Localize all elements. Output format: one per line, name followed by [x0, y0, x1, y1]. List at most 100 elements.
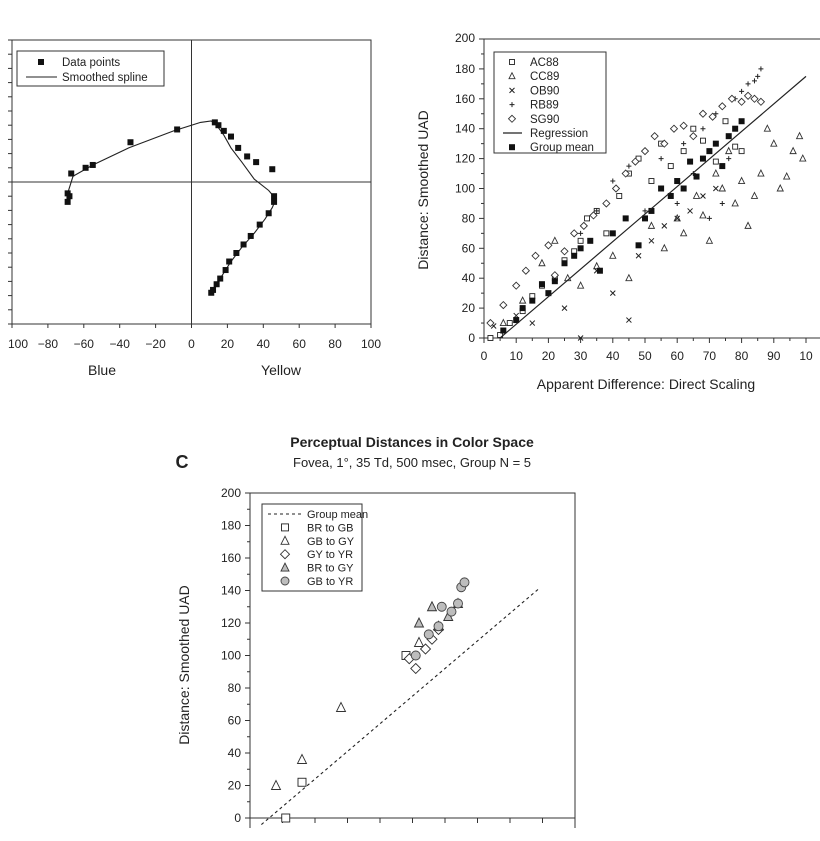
x-axis-text-yellow: Yellow — [261, 362, 302, 378]
legend-label-group-mean: Group mean — [530, 142, 594, 154]
x-tick-label: 100 — [361, 337, 381, 351]
chart-title: Perceptual Distances in Color Space — [290, 434, 534, 450]
point-group-mean — [725, 133, 732, 140]
panel-c-chart: Perceptual Distances in Color Space Fovea… — [176, 434, 576, 828]
point-gb-to-yr — [436, 601, 447, 612]
point-ob90 — [577, 335, 584, 341]
point-ob90 — [712, 185, 719, 192]
x-tick-label: 80 — [735, 349, 749, 363]
y-tick-label: 20 — [462, 301, 476, 315]
point-gb-to-gy — [296, 753, 308, 764]
point-group-mean — [538, 281, 545, 288]
legend-marker-ac88 — [509, 59, 515, 65]
point-group-mean — [529, 297, 536, 304]
point-sg90 — [631, 157, 640, 166]
point-br-to-gy — [426, 600, 438, 612]
chart-subtitle: Fovea, 1°, 35 Td, 500 msec, Group N = 5 — [293, 455, 531, 470]
point-ac88 — [577, 237, 584, 244]
point-group-mean — [699, 155, 706, 162]
data-point — [247, 232, 254, 239]
point-ob90 — [674, 215, 681, 222]
panel-label-c: C — [176, 452, 189, 472]
x-tick-label: 20 — [542, 349, 556, 363]
point-rb89 — [706, 215, 712, 221]
legend-marker-cc89 — [508, 71, 516, 80]
legend-marker-sg90 — [507, 114, 517, 123]
legend-marker-rb89 — [509, 102, 515, 108]
point-ac88 — [700, 137, 706, 144]
point-cc89 — [718, 183, 727, 192]
y-tick-label: 100 — [221, 649, 241, 663]
point-cc89 — [609, 251, 617, 259]
x-tick-label: −80 — [38, 337, 59, 351]
x-tick-label: 30 — [574, 349, 588, 363]
data-point — [227, 133, 234, 140]
plot-frame — [249, 492, 576, 828]
legend-marker-group-mean — [509, 144, 515, 151]
y-tick-label: 200 — [221, 486, 241, 500]
legend-marker-gb-to-yr — [280, 576, 290, 586]
point-rb89 — [751, 78, 757, 84]
data-point — [235, 144, 242, 151]
point-group-mean — [712, 140, 719, 147]
point-sg90 — [560, 247, 569, 256]
point-cc89 — [551, 236, 559, 244]
y-tick-label: 80 — [228, 681, 242, 695]
point-ob90 — [609, 290, 616, 297]
point-cc89 — [770, 139, 778, 147]
y-tick-label: 60 — [462, 241, 476, 255]
data-point — [233, 250, 240, 256]
point-group-mean — [693, 173, 700, 180]
x-tick-label: 70 — [703, 349, 717, 363]
point-cc89 — [757, 169, 765, 177]
y-tick-label: 0 — [468, 331, 475, 345]
legend-label-sg90: SG90 — [530, 114, 559, 126]
point-group-mean — [551, 278, 558, 285]
point-gy-to-yr — [419, 643, 432, 655]
point-sg90 — [650, 132, 659, 141]
legend-marker-ob90 — [509, 87, 515, 94]
series-line-smoothed-spline — [67, 120, 277, 294]
data-point — [271, 198, 278, 205]
data-point — [127, 139, 134, 146]
x-tick-label: 10 — [799, 349, 813, 363]
point-rb89 — [755, 73, 761, 79]
data-point — [256, 221, 263, 228]
x-tick-label: 40 — [257, 337, 271, 351]
point-group-mean — [706, 148, 713, 155]
x-tick-label: 80 — [328, 337, 342, 351]
point-rb89 — [594, 208, 600, 214]
point-ob90 — [661, 223, 668, 229]
group-mean-line — [261, 587, 540, 826]
y-tick-label: 200 — [455, 31, 475, 45]
point-sg90 — [579, 221, 588, 231]
point-cc89 — [782, 172, 791, 180]
point-sg90 — [660, 139, 669, 148]
point-ac88 — [506, 320, 513, 326]
legend-label-ob90: OB90 — [530, 85, 559, 97]
point-sg90 — [689, 132, 698, 141]
point-sg90 — [727, 94, 737, 103]
point-ac88 — [584, 215, 590, 222]
point-cc89 — [731, 198, 739, 207]
point-group-mean — [587, 237, 594, 244]
point-ac88 — [616, 193, 623, 199]
data-point — [226, 258, 233, 265]
legend-marker-gb-to-gy — [280, 535, 290, 545]
point-group-mean — [732, 125, 739, 132]
point-cc89 — [692, 191, 701, 199]
x-tick-label: 0 — [188, 337, 195, 351]
data-point — [211, 119, 218, 126]
point-gb-to-yr — [453, 598, 463, 609]
x-tick-label: 60 — [293, 337, 307, 351]
point-cc89 — [744, 221, 752, 229]
point-sg90 — [602, 199, 611, 208]
point-sg90 — [708, 112, 717, 121]
point-group-mean — [519, 305, 526, 312]
point-ac88 — [738, 148, 745, 155]
point-group-mean — [642, 215, 648, 222]
point-cc89 — [789, 146, 797, 155]
legend-label-br-to-gy: BR to GY — [307, 563, 354, 575]
point-sg90 — [589, 211, 598, 220]
